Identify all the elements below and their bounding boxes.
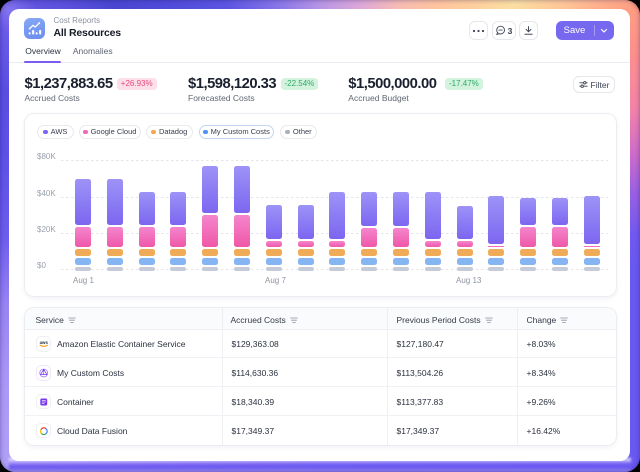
svg-text:aws: aws (39, 340, 48, 345)
